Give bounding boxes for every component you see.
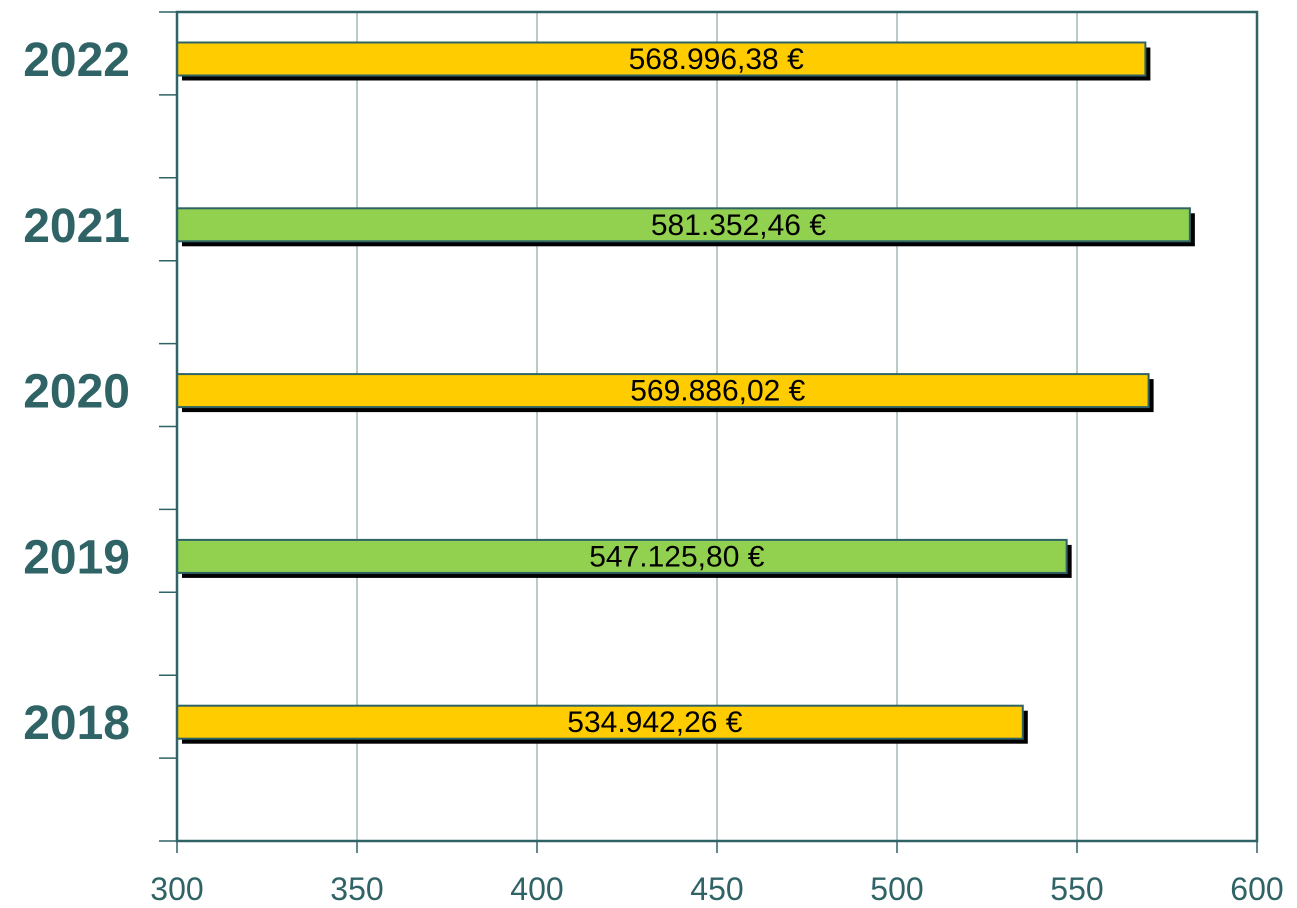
data-label: 547.125,80 € bbox=[589, 540, 764, 573]
bar-2019 bbox=[176, 538, 1068, 574]
bar-2021 bbox=[176, 207, 1191, 243]
x-tick-label: 450 bbox=[690, 871, 743, 907]
data-label: 569.886,02 € bbox=[630, 375, 805, 408]
bars bbox=[176, 41, 1195, 744]
grid-lines bbox=[356, 12, 1078, 841]
y-category-label: 2020 bbox=[23, 366, 130, 419]
data-label: 581.352,46 € bbox=[651, 209, 826, 242]
x-tick-label: 300 bbox=[150, 871, 203, 907]
data-label: 534.942,26 € bbox=[567, 706, 742, 739]
bar-2020 bbox=[176, 373, 1150, 409]
y-category-label: 2019 bbox=[23, 531, 130, 584]
x-tick-label: 500 bbox=[870, 871, 923, 907]
x-tick-label: 350 bbox=[330, 871, 383, 907]
data-label: 568.996,38 € bbox=[629, 43, 804, 76]
x-tick-label: 600 bbox=[1230, 871, 1283, 907]
y-category-label: 2021 bbox=[23, 200, 130, 253]
x-tick-label: 550 bbox=[1050, 871, 1103, 907]
labels: 300 350 400 450 500 550 600 2022 568.996,38 € 202… bbox=[23, 34, 1283, 907]
x-tick-label: 400 bbox=[510, 871, 563, 907]
bar-2018 bbox=[176, 704, 1024, 740]
y-category-label: 2018 bbox=[23, 697, 130, 750]
y-category-label: 2022 bbox=[23, 34, 130, 87]
axes bbox=[159, 10, 1259, 853]
